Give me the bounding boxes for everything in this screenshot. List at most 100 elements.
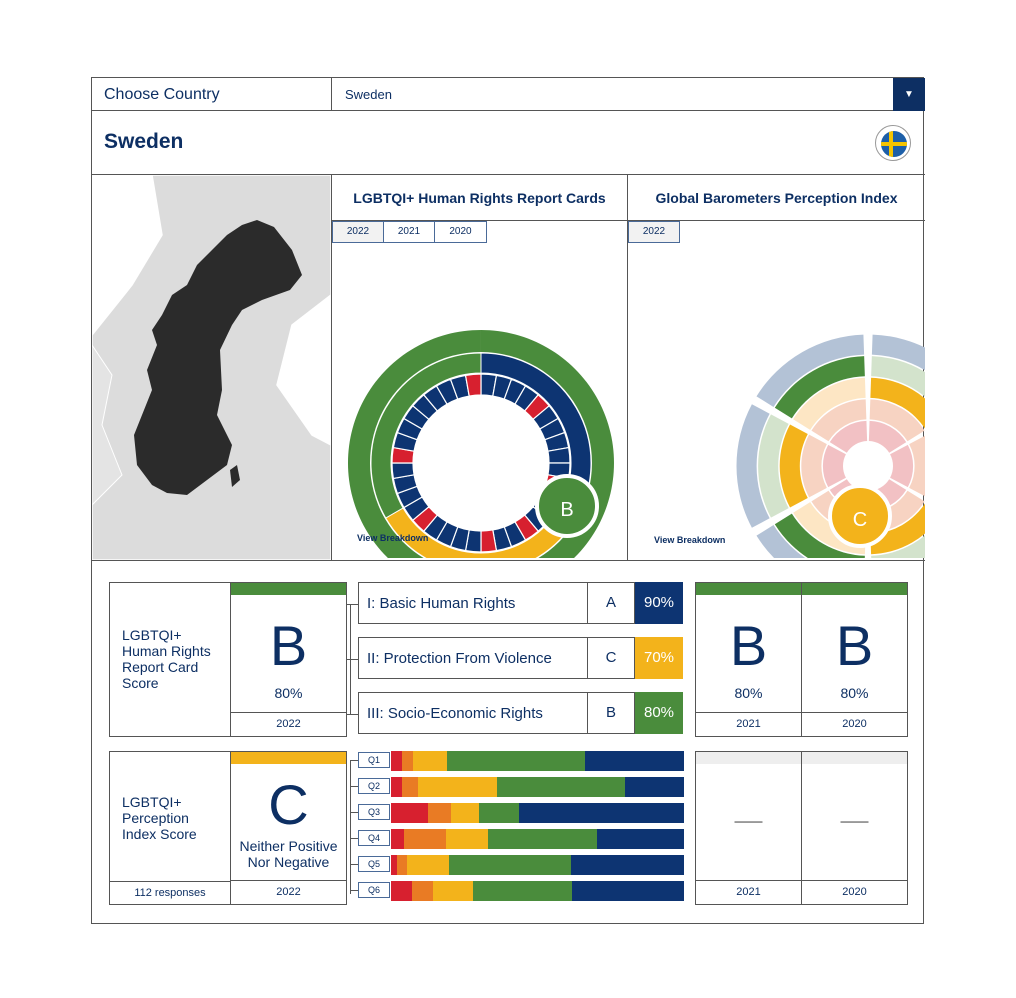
perception-sector-ring[interactable] [869,399,925,442]
perception-sector-ring[interactable] [736,404,770,528]
view-breakdown-link[interactable]: View Breakdown [654,535,726,545]
history-grade: B [729,614,768,677]
bar-segment-green [448,855,571,875]
category-grade: A [587,582,635,624]
history-year: 2020 [802,880,907,904]
question-stacked-bar[interactable] [391,855,684,875]
bar-segment-yellow [418,777,498,797]
bar-segment-yellow [413,751,448,771]
view-breakdown-link[interactable]: View Breakdown [357,533,429,543]
question-label[interactable]: Q1 [358,752,390,768]
perception-sector-ring[interactable] [890,444,914,488]
report-cards-title: LGBTQI+ Human Rights Report Cards [353,190,606,206]
perception-sector-ring[interactable] [871,356,925,418]
choose-country-label: Choose Country [92,78,332,111]
bar-segment-green [497,777,626,797]
question-label[interactable]: Q6 [358,882,390,898]
grade-color-bar [231,583,346,595]
tab-2022[interactable]: 2022 [332,221,384,243]
bar-segment-navy [572,881,684,901]
perception-sector-ring[interactable] [801,434,827,498]
no-data-dash: — [734,804,763,835]
perception-sector-ring[interactable] [793,377,866,430]
category-percent: 80% [635,692,683,734]
perception-sector-ring[interactable] [868,420,907,453]
bar-segment-navy [625,777,684,797]
score-grade: B [269,614,308,677]
bar-segment-green [487,829,597,849]
question-stacked-bar[interactable] [391,777,684,797]
bar-segment-orange [402,777,419,797]
perception-sunburst[interactable] [628,243,925,558]
perception-sector-ring[interactable] [774,513,865,558]
score-label: LGBTQI+ Human Rights Report Card Score [122,627,211,691]
category-row[interactable]: I: Basic Human Rights [358,582,588,624]
perception-sector-ring[interactable] [829,420,868,453]
divider [92,560,925,561]
perception-sector-ring[interactable] [756,525,864,558]
tab-2022[interactable]: 2022 [628,221,680,243]
bar-segment-yellow [433,881,474,901]
perception-label: LGBTQI+ Perception Index Score [122,794,197,842]
indicator-segment[interactable] [464,373,482,397]
bar-segment-red [391,855,397,875]
perception-sector-ring[interactable] [811,399,867,442]
country-select[interactable]: Sweden [332,78,923,111]
bar-segment-navy [596,829,684,849]
divider [92,174,925,175]
bar-segment-yellow [445,829,488,849]
score-label-box: LGBTQI+ Human Rights Report Card Score [109,582,231,737]
category-name: III: Socio-Economic Rights [367,705,543,722]
perception-sector-ring[interactable] [758,414,789,518]
perception-sector-ring[interactable] [871,514,925,558]
perception-grade-badge: C [828,484,892,548]
perception-sector-ring[interactable] [774,356,865,419]
perception-sector-ring[interactable] [779,424,808,508]
bar-segment-orange [402,751,414,771]
outer-ring [348,330,614,558]
bar-segment-green [478,803,520,823]
perception-grade: C [268,773,309,836]
perception-history-box: — 2021 [695,751,802,905]
question-stacked-bar[interactable] [391,829,684,849]
question-stacked-bar[interactable] [391,751,684,771]
category-grade: C [587,637,635,679]
perception-history-box: — 2020 [801,751,908,905]
history-year: 2020 [802,712,907,736]
bar-segment-green [473,881,573,901]
perception-sector-ring[interactable] [870,377,925,430]
bar-segment-red [391,803,428,823]
no-data-dash: — [840,804,869,835]
perception-sector-ring[interactable] [822,444,846,488]
sweden-map [92,175,331,560]
bar-segment-green [447,751,586,771]
perception-sector-ring[interactable] [870,502,925,555]
question-label[interactable]: Q2 [358,778,390,794]
score-percent: 80% [274,685,303,701]
category-grade: B [587,692,635,734]
category-row[interactable]: III: Socio-Economic Rights [358,692,588,734]
tab-2020[interactable]: 2020 [434,221,487,243]
perception-sector-ring[interactable] [756,334,865,407]
history-percent: 80% [840,685,869,701]
bar-segment-orange [412,881,434,901]
question-label[interactable]: Q5 [358,856,390,872]
perception-sector-ring[interactable] [871,334,925,407]
bar-segment-orange [427,803,451,823]
tab-2021[interactable]: 2021 [383,221,435,243]
dashboard-frame: Choose Country Sweden ▼ Sweden LGBTQI+ H… [91,77,925,924]
question-stacked-bar[interactable] [391,803,684,823]
question-label[interactable]: Q3 [358,804,390,820]
category-percent: 70% [635,637,683,679]
question-stacked-bar[interactable] [391,881,684,901]
history-year: 2021 [696,880,801,904]
question-label[interactable]: Q4 [358,830,390,846]
chevron-down-icon[interactable]: ▼ [893,78,925,111]
perception-sector-ring[interactable] [909,435,925,498]
perception-label-box: LGBTQI+ Perception Index Score 112 respo… [109,751,231,905]
score-current-box: B 80% 2022 [230,582,347,737]
category-row[interactable]: II: Protection From Violence [358,637,588,679]
category-name: I: Basic Human Rights [367,595,516,612]
bar-segment-red [391,881,413,901]
category-arc-socio[interactable] [370,352,482,519]
